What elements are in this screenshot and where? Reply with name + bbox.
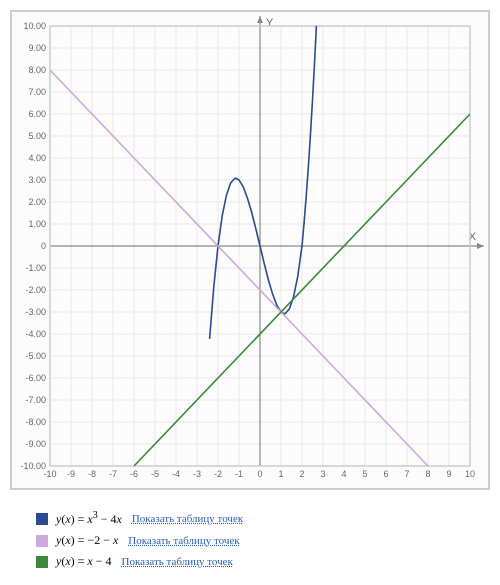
- svg-text:-8: -8: [88, 469, 96, 479]
- svg-text:-7.00: -7.00: [25, 395, 46, 405]
- svg-text:5.00: 5.00: [28, 131, 46, 141]
- chart-frame: YX-10-9-8-7-6-5-4-3-2-101234567891010.00…: [10, 10, 490, 490]
- show-table-link-cubic[interactable]: Показать таблицу точек: [132, 513, 243, 525]
- svg-text:-10.00: -10.00: [20, 461, 46, 471]
- svg-text:-1: -1: [235, 469, 243, 479]
- svg-text:8.00: 8.00: [28, 65, 46, 75]
- svg-text:-2: -2: [214, 469, 222, 479]
- svg-text:4.00: 4.00: [28, 153, 46, 163]
- svg-text:0: 0: [257, 469, 262, 479]
- svg-text:6.00: 6.00: [28, 109, 46, 119]
- svg-text:9: 9: [446, 469, 451, 479]
- svg-text:-6.00: -6.00: [25, 373, 46, 383]
- svg-text:-2.00: -2.00: [25, 285, 46, 295]
- svg-text:5: 5: [362, 469, 367, 479]
- svg-text:-3.00: -3.00: [25, 307, 46, 317]
- svg-text:-1.00: -1.00: [25, 263, 46, 273]
- legend: y(x) = x3 − 4x Показать таблицу точек y(…: [36, 510, 490, 569]
- svg-text:8: 8: [425, 469, 430, 479]
- chart-svg: YX-10-9-8-7-6-5-4-3-2-101234567891010.00…: [16, 16, 484, 484]
- svg-text:-4: -4: [172, 469, 180, 479]
- plot-area: YX-10-9-8-7-6-5-4-3-2-101234567891010.00…: [16, 16, 484, 484]
- svg-text:4: 4: [341, 469, 346, 479]
- svg-text:9.00: 9.00: [28, 43, 46, 53]
- svg-text:1.00: 1.00: [28, 219, 46, 229]
- svg-text:-9: -9: [67, 469, 75, 479]
- svg-text:7.00: 7.00: [28, 87, 46, 97]
- svg-text:Y: Y: [266, 17, 274, 29]
- svg-text:-7: -7: [109, 469, 117, 479]
- svg-text:-8.00: -8.00: [25, 417, 46, 427]
- legend-swatch-cubic: [36, 513, 48, 525]
- svg-text:-5: -5: [151, 469, 159, 479]
- legend-formula-line-neg: y(x) = −2 − x: [56, 533, 118, 548]
- legend-swatch-line-pos: [36, 556, 48, 568]
- svg-text:-9.00: -9.00: [25, 439, 46, 449]
- legend-swatch-line-neg: [36, 535, 48, 547]
- svg-text:7: 7: [404, 469, 409, 479]
- legend-row: y(x) = −2 − x Показать таблицу точек: [36, 533, 490, 548]
- svg-text:6: 6: [383, 469, 388, 479]
- svg-text:10: 10: [465, 469, 475, 479]
- svg-text:10.00: 10.00: [23, 21, 46, 31]
- legend-row: y(x) = x − 4 Показать таблицу точек: [36, 554, 490, 569]
- svg-text:-5.00: -5.00: [25, 351, 46, 361]
- svg-text:2: 2: [299, 469, 304, 479]
- svg-text:2.00: 2.00: [28, 197, 46, 207]
- svg-text:0: 0: [41, 241, 46, 251]
- legend-formula-cubic: y(x) = x3 − 4x: [56, 510, 122, 527]
- svg-text:3.00: 3.00: [28, 175, 46, 185]
- show-table-link-line-pos[interactable]: Показать таблицу точек: [122, 556, 233, 568]
- show-table-link-line-neg[interactable]: Показать таблицу точек: [128, 535, 239, 547]
- svg-text:-3: -3: [193, 469, 201, 479]
- svg-text:3: 3: [320, 469, 325, 479]
- svg-text:-6: -6: [130, 469, 138, 479]
- legend-formula-line-pos: y(x) = x − 4: [56, 554, 112, 569]
- svg-text:1: 1: [278, 469, 283, 479]
- svg-text:-4.00: -4.00: [25, 329, 46, 339]
- legend-row: y(x) = x3 − 4x Показать таблицу точек: [36, 510, 490, 527]
